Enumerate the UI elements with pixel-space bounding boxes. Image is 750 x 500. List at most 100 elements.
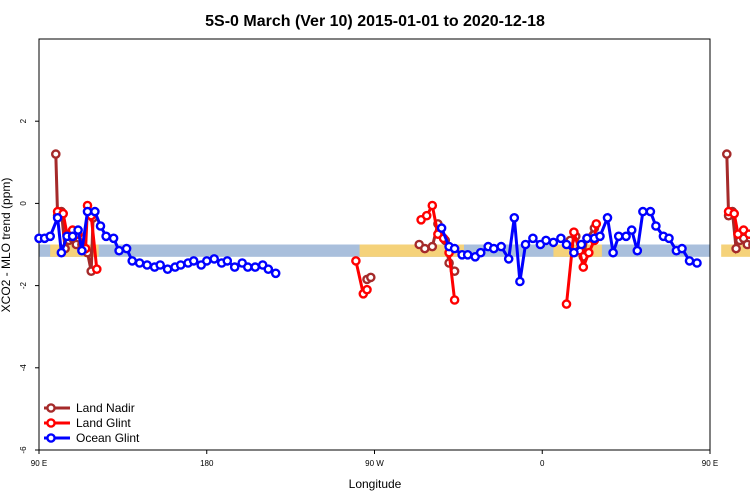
- land-glint-point: [569, 227, 579, 237]
- y-tick-label: -4: [19, 364, 28, 372]
- chart-title: 5S-0 March (Ver 10) 2015-01-01 to 2020-1…: [205, 13, 545, 30]
- ocean-glint-point: [645, 206, 656, 217]
- ocean-glint-point: [626, 225, 637, 235]
- land-glint-point: [744, 229, 750, 239]
- ocean-glint-point: [576, 239, 587, 250]
- series-ocean-glint: [34, 206, 702, 287]
- ocean-glint-point: [155, 260, 165, 270]
- legend-item-land-glint: Land Glint: [44, 416, 131, 430]
- ocean-glint-point: [101, 231, 111, 242]
- ocean-glint-point: [520, 239, 531, 250]
- ocean-glint-point: [496, 241, 507, 252]
- ocean-glint-point: [632, 245, 643, 256]
- land-glint-point: [591, 219, 602, 229]
- ocean-glint-point: [82, 206, 93, 217]
- land-glint-point: [351, 256, 361, 266]
- ocean-glint-point: [569, 247, 579, 258]
- land-nadir-point: [742, 239, 750, 250]
- ocean-glint-point: [127, 256, 137, 266]
- ocean-glint-point: [556, 233, 566, 244]
- ocean-glint-point: [142, 260, 152, 270]
- background-band: [39, 244, 750, 257]
- ocean-glint-point: [436, 223, 447, 233]
- ocean-glint-point: [561, 239, 572, 250]
- x-tick-label: 90 E: [31, 459, 47, 468]
- land-glint-point: [578, 262, 589, 272]
- ocean-glint-point: [503, 254, 514, 264]
- legend-label: Land Glint: [76, 416, 131, 430]
- land-nadir-point: [731, 243, 741, 254]
- legend-label: Land Nadir: [76, 401, 135, 415]
- ocean-glint-point: [541, 235, 551, 246]
- land-nadir-point: [419, 243, 430, 254]
- ocean-glint-point: [77, 245, 87, 256]
- land-nadir-point: [365, 272, 376, 283]
- legend-marker: [46, 433, 56, 443]
- legend-label: Ocean Glint: [76, 431, 140, 445]
- legend-marker: [46, 418, 56, 428]
- y-tick-label: -2: [19, 281, 28, 289]
- ocean-glint-point: [201, 256, 212, 266]
- ocean-glint-point: [73, 225, 83, 235]
- land-nadir-point: [722, 149, 732, 159]
- ocean-glint-point: [677, 243, 687, 254]
- land-band-1: [359, 244, 464, 257]
- land-glint-point: [729, 208, 740, 219]
- ocean-glint-point: [692, 258, 702, 268]
- land-glint-point: [421, 210, 432, 221]
- ocean-glint-point: [45, 231, 56, 242]
- x-tick-label: 0: [540, 459, 545, 468]
- x-tick-label: 180: [200, 459, 214, 468]
- ocean-glint-point: [175, 260, 186, 270]
- ocean-glint-point: [664, 233, 674, 244]
- land-nadir-point: [51, 149, 61, 159]
- ocean-glint-point: [621, 231, 631, 242]
- legend-item-land-nadir: Land Nadir: [44, 401, 135, 415]
- ocean-glint-point: [209, 254, 219, 264]
- land-glint-point: [584, 247, 594, 258]
- x-tick-label: 90 W: [365, 459, 384, 468]
- ocean-glint-point: [684, 256, 695, 266]
- land-glint-point: [561, 299, 572, 309]
- ocean-glint-line: [440, 210, 698, 282]
- ocean-glint-point: [56, 247, 67, 258]
- ocean-glint-point: [121, 243, 132, 254]
- ocean-glint-point: [488, 243, 499, 254]
- ocean-glint-point: [242, 262, 253, 272]
- ocean-glint-point: [515, 276, 525, 287]
- ocean-glint-point: [608, 247, 618, 258]
- ocean-glint-point: [475, 247, 486, 258]
- ocean-glint-point: [52, 212, 63, 223]
- y-tick-label: -6: [19, 446, 28, 454]
- ocean-glint-point: [134, 258, 145, 268]
- ocean-glint-point: [509, 212, 520, 223]
- ocean-glint-point: [188, 256, 199, 266]
- land-glint-point: [92, 264, 102, 275]
- ocean-glint-point: [222, 256, 233, 266]
- ocean-glint-point: [638, 206, 648, 217]
- ocean-glint-point: [263, 264, 274, 275]
- x-axis-label: Longitude: [349, 477, 402, 491]
- y-axis-label: XCO2 - MLO trend (ppm): [0, 178, 13, 313]
- y-tick-label: 2: [19, 118, 28, 123]
- x-tick-label: 90 E: [702, 459, 718, 468]
- ocean-glint-point: [270, 268, 281, 279]
- y-tick-label: 0: [19, 201, 28, 206]
- land-nadir-point: [427, 241, 438, 252]
- ocean-glint-point: [528, 233, 538, 244]
- ocean-glint-point: [229, 262, 240, 272]
- ocean-glint-point: [67, 231, 78, 242]
- legend-marker: [46, 403, 56, 413]
- land-glint-point: [427, 200, 438, 211]
- axis-ticks: 90 E 180 90 W 0 90 E 2 0 -2 -4 -6: [19, 118, 718, 468]
- ocean-glint-point: [95, 221, 106, 231]
- ocean-glint-point: [90, 206, 100, 217]
- legend-item-ocean-glint: Ocean Glint: [44, 431, 140, 445]
- land-glint-point: [449, 295, 460, 305]
- ocean-glint-point: [250, 262, 260, 272]
- ocean-glint-point: [114, 245, 124, 256]
- ocean-glint-point: [449, 243, 460, 254]
- ocean-glint-point: [595, 231, 605, 242]
